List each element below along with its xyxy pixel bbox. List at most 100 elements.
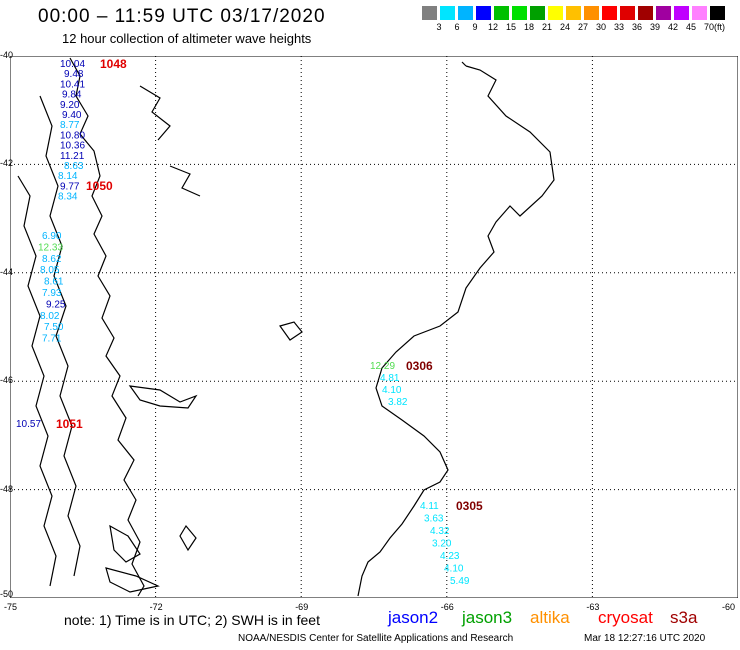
longitude-tick: -63 — [586, 602, 600, 612]
pass-time-label: 1048 — [100, 57, 127, 71]
legend-swatch — [458, 6, 473, 20]
legend-swatch — [620, 6, 635, 20]
legend-swatch — [656, 6, 671, 20]
wave-height-label: 7.71 — [42, 334, 62, 345]
satellite-legend-item: cryosat — [598, 608, 653, 627]
altimeter-tracks: 10.049.4810.419.849.209.408.7710.8010.36… — [16, 57, 483, 587]
latitude-tick: -46 — [0, 375, 14, 386]
wave-height-label: 3.20 — [432, 539, 452, 550]
wave-height-label: 4.10 — [444, 564, 464, 575]
wave-height-label: 10.80 — [60, 130, 85, 141]
wave-height-label: 7.93 — [42, 288, 62, 299]
longitude-tick: -75 — [4, 602, 18, 612]
wave-height-label: 8.62 — [42, 254, 62, 265]
altimeter-pass: 4.11 3.634.32 3.204.23 4.105.49 0305 — [420, 499, 483, 587]
legend-label: 70 — [703, 22, 714, 32]
wave-height-label: 9.20 — [60, 100, 80, 111]
legend-swatch — [710, 6, 725, 20]
legend-swatch — [512, 6, 527, 20]
legend-label: 9 — [472, 22, 478, 32]
legend-swatch — [692, 6, 707, 20]
wave-height-label: 5.49 — [450, 576, 470, 587]
longitude-tick: -66 — [440, 602, 454, 612]
legend-label: 45 — [685, 22, 696, 32]
wave-height-label: 10.41 — [60, 79, 85, 90]
latitude-tick: -40 — [0, 50, 14, 60]
legend-unit: (ft) — [714, 22, 725, 32]
wave-height-label: 3.63 — [424, 514, 444, 525]
legend-label: 27 — [577, 22, 588, 32]
legend-label: 42 — [667, 22, 678, 32]
satellite-legend-item: altika — [530, 608, 570, 627]
footer-credit: NOAA/NESDIS Center for Satellite Applica… — [238, 633, 514, 644]
altimeter-pass: 10.57 1051 — [16, 417, 83, 431]
legend-swatch — [638, 6, 653, 20]
legend-label: 30 — [595, 22, 606, 32]
wave-height-label: 3.82 — [388, 397, 408, 408]
wave-height-label: 4.81 — [380, 373, 400, 384]
wave-height-label: 10.04 — [60, 59, 85, 70]
wave-height-label: 8.61 — [44, 277, 64, 288]
lat-lon-grid — [10, 56, 738, 598]
wave-height-label: 8.77 — [60, 120, 80, 131]
wave-height-label: 7.50 — [44, 322, 64, 333]
wave-height-label: 4.10 — [382, 385, 402, 396]
wave-height-label: 9.40 — [62, 110, 82, 121]
legend-label: 18 — [523, 22, 534, 32]
satellite-legend-item: jason2 — [388, 608, 439, 627]
satellite-legend-item: s3a — [670, 608, 698, 627]
wave-height-label: 9.84 — [62, 90, 82, 101]
wave-height-label: 4.11 — [420, 501, 439, 512]
wave-height-label: 9.77 — [60, 181, 80, 192]
altimeter-pass: 12.294.814.103.82 0306 — [370, 359, 433, 408]
legend-label: 21 — [541, 22, 552, 32]
latitude-tick: -42 — [0, 158, 14, 169]
legend-label: 3 — [436, 22, 442, 32]
legend-swatch — [566, 6, 581, 20]
wave-height-label: 12.29 — [370, 361, 395, 372]
coastline — [17, 57, 555, 597]
legend-label: 36 — [631, 22, 642, 32]
legend-label: 33 — [613, 22, 624, 32]
wave-height-label: 12.33 — [38, 242, 63, 253]
pass-time-label: 0305 — [456, 499, 483, 513]
legend-label: 24 — [559, 22, 570, 32]
latitude-tick: -44 — [0, 266, 14, 277]
satellite-legend-item: jason3 — [462, 608, 513, 627]
wave-height-label: 11.21 — [60, 151, 85, 162]
wave-height-label: 8.34 — [58, 192, 78, 203]
latitude-tick: -50 — [0, 589, 14, 600]
pass-time-label: 1050 — [86, 179, 113, 193]
legend-label: 6 — [454, 22, 460, 32]
legend-label: 39 — [649, 22, 660, 32]
wave-height-label: 4.23 — [440, 551, 460, 562]
pass-time-label: 0306 — [406, 359, 433, 373]
legend-label: 12 — [487, 22, 498, 32]
legend-swatch — [674, 6, 689, 20]
longitude-tick: -60 — [722, 602, 736, 612]
legend-swatch — [602, 6, 617, 20]
latitude-tick: -48 — [0, 483, 14, 494]
legend-label: 15 — [505, 22, 516, 32]
legend-swatch — [494, 6, 509, 20]
page-subtitle: 12 hour collection of altimeter wave hei… — [62, 31, 312, 46]
footer-timestamp: Mar 18 12:27:16 UTC 2020 — [584, 633, 706, 644]
legend-swatch — [476, 6, 491, 20]
legend-swatch — [530, 6, 545, 20]
longitude-tick: -72 — [149, 602, 163, 612]
longitude-tick: -69 — [295, 602, 309, 612]
wave-height-label: 8.05 — [40, 265, 60, 276]
legend-swatch — [440, 6, 455, 20]
wave-height-label: 8.63 — [64, 161, 84, 172]
page-title: 00:00 – 11:59 UTC 03/17/2020 — [38, 6, 326, 27]
altimeter-pass: 10.049.4810.419.849.209.408.7710.8010.36… — [58, 57, 127, 203]
wave-height-label: 8.14 — [58, 171, 78, 182]
wave-height-label: 8.02 — [40, 311, 60, 322]
map-frame — [10, 56, 738, 598]
altimeter-pass: 6.9012.338.628.058.617.939.258.027.507.7… — [38, 179, 113, 345]
wave-height-label: 9.25 — [46, 299, 66, 310]
legend-swatch — [548, 6, 563, 20]
wave-height-label: 6.90 — [42, 231, 62, 242]
pass-time-label: 1051 — [56, 417, 83, 431]
